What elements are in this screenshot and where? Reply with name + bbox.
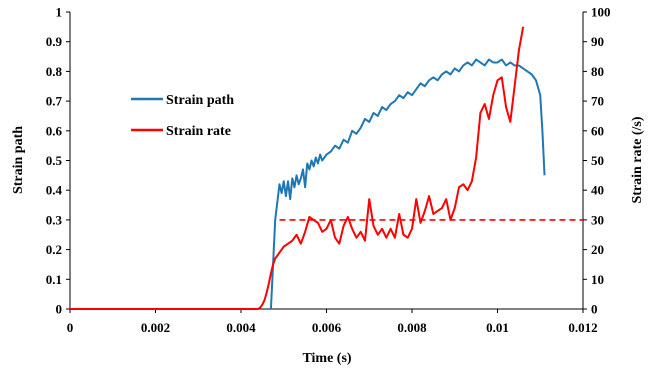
series-line-strain-path [269,58,546,310]
left-y-tick-label: 0.9 [46,34,63,49]
x-tick-label: 0.01 [486,320,509,335]
left-y-tick-label: 0.5 [46,153,63,168]
x-axis-label: Time (s) [302,351,351,366]
left-y-tick-labels: 0 0.1 0.2 0.3 0.4 0.5 0.6 0.7 0.8 0.9 1 [46,5,63,317]
left-y-axis-label: Strain path [11,126,26,194]
right-y-tick-label: 100 [591,5,611,20]
x-tick-label: 0.002 [141,320,170,335]
chart-axes [66,11,587,313]
x-tick-label: 0 [67,320,74,335]
right-y-tick-label: 30 [591,212,604,227]
right-y-tick-label: 70 [591,94,604,109]
x-tick-label: 0.004 [226,320,256,335]
series-layer [70,26,583,310]
left-y-tick-label: 0.4 [46,183,63,198]
left-y-tick-label: 0.8 [46,64,63,79]
right-y-tick-label: 50 [591,153,604,168]
x-tick-labels: 0 0.002 0.004 0.006 0.008 0.01 0.012 [67,320,598,335]
legend-label-strain-rate: Strain rate [166,124,231,139]
left-y-tick-label: 0.2 [46,242,62,257]
x-tick-label: 0.012 [568,320,597,335]
right-y-tick-label: 60 [591,123,604,138]
right-y-tick-label: 20 [591,242,604,257]
left-y-tick-label: 0 [56,302,63,317]
left-y-tick-label: 1 [56,5,63,20]
left-y-tick-label: 0.1 [46,272,62,287]
legend: Strain path Strain rate [131,93,234,139]
right-y-tick-label: 10 [591,272,604,287]
left-y-tick-label: 0.7 [46,94,63,109]
right-y-tick-label: 40 [591,183,604,198]
left-y-tick-label: 0.3 [46,212,63,227]
right-y-tick-label: 90 [591,34,604,49]
right-y-tick-label: 0 [591,302,598,317]
right-y-axis-label: Strain rate (/s) [630,116,645,203]
right-y-tick-labels: 0 10 20 30 40 50 60 70 80 90 100 [591,5,611,317]
right-y-tick-label: 80 [591,64,604,79]
x-tick-label: 0.008 [397,320,427,335]
legend-label-strain-path: Strain path [166,93,234,108]
x-tick-label: 0.006 [312,320,342,335]
series-line-strain-rate [70,26,525,310]
left-y-tick-label: 0.6 [46,123,63,138]
